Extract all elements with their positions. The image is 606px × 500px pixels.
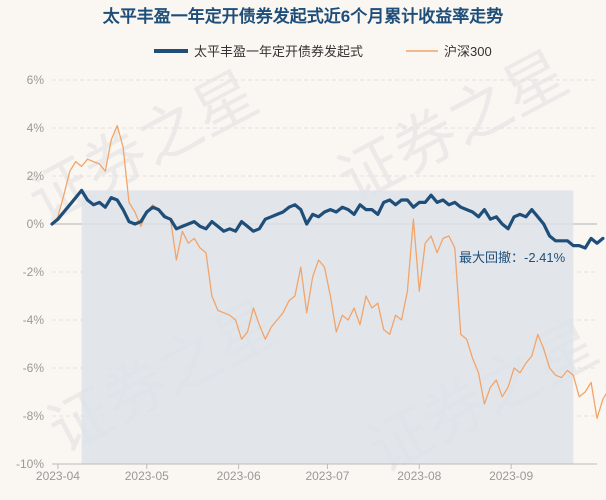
y-tick-label: 0% — [27, 217, 45, 231]
y-tick-label: 4% — [27, 121, 45, 135]
y-tick-label: -10% — [16, 457, 44, 471]
legend: 太平丰盈一年定开债券发起式 沪深300 — [154, 44, 492, 59]
y-tick-label: 6% — [27, 73, 45, 87]
y-axis: 6% 4% 2% 0% -2% -4% -6% -8% -10% — [16, 73, 44, 471]
y-tick-label: -8% — [23, 409, 45, 423]
y-tick-label: -4% — [23, 313, 45, 327]
x-tick-label: 2023-07 — [305, 469, 349, 483]
series-layer — [50, 124, 606, 420]
y-tick-label: -6% — [23, 361, 45, 375]
drawdown-area — [81, 190, 574, 464]
watermark-text: 证券之星 — [326, 36, 579, 217]
drawdown-rect — [81, 190, 574, 464]
y-tick-label: -2% — [23, 265, 45, 279]
x-tick-label: 2023-08 — [397, 469, 441, 483]
legend-label-fund: 太平丰盈一年定开债券发起式 — [194, 44, 363, 59]
legend-label-index: 沪深300 — [444, 44, 492, 59]
x-tick-label: 2023-04 — [36, 469, 80, 483]
y-tick-label: 2% — [27, 169, 45, 183]
x-tick-label: 2023-05 — [125, 469, 169, 483]
x-tick-label: 2023-06 — [217, 469, 261, 483]
max-drawdown-label: 最大回撤：-2.41% — [459, 250, 566, 265]
series-line-fund — [50, 188, 605, 250]
x-tick-label: 2023-09 — [489, 469, 533, 483]
chart-title: 太平丰盈一年定开债券发起式近6个月累计收益率走势 — [103, 6, 503, 26]
x-axis: 2023-04 2023-05 2023-06 2023-07 2023-08 2023-… — [36, 463, 597, 483]
